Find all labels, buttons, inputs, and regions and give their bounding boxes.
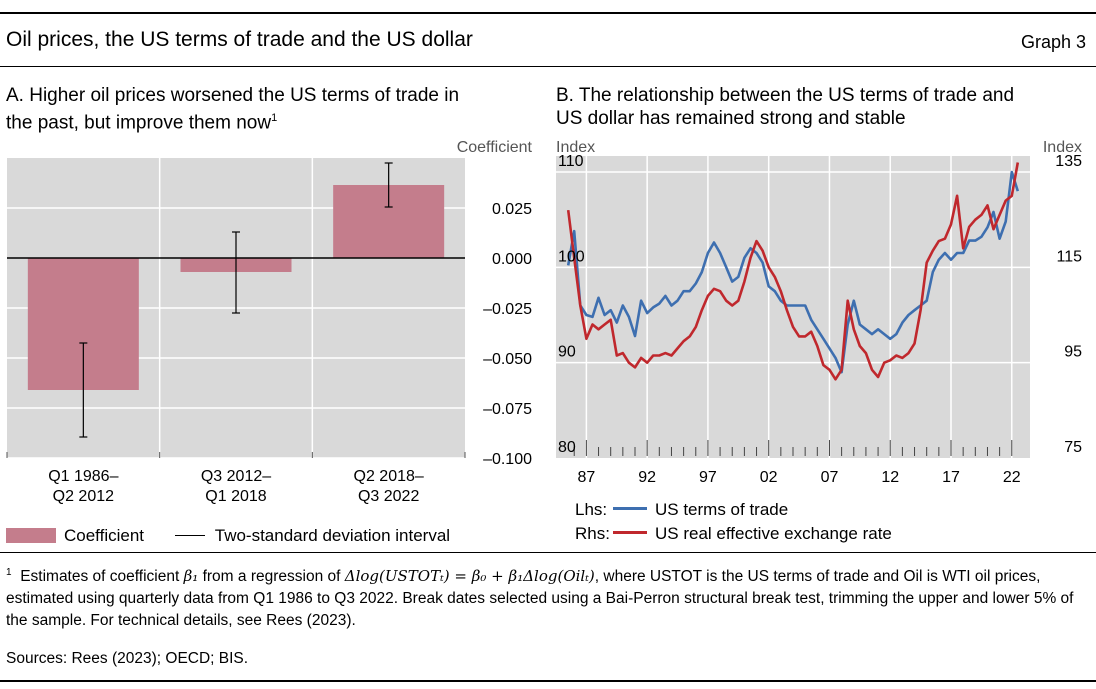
y-left-tick-label: 90 [558,344,576,361]
y-tick-label: 0.025 [492,201,532,218]
footnote: 1 Estimates of coefficient β₁ from a reg… [6,562,1090,632]
graph-number: Graph 3 [1020,32,1086,52]
legend-interval-swatch [174,534,205,536]
y-left-tick-label: 100 [558,248,585,265]
y-tick-label: –0.075 [483,401,532,418]
page-title: Oil prices, the US terms of trade and th… [6,28,473,51]
panel-a-title-footnote-marker: 1 [271,112,278,124]
legend-interval-label: Two-standard deviation interval [214,526,451,545]
x-tick-label: 02 [760,469,778,486]
x-category-label: Q3 2012– [201,468,271,485]
legend-rhs-entry: Rhs: US real effective exchange rate [575,522,892,546]
legend-rhs-label: US real effective exchange rate [655,524,892,543]
legend-bar-swatch [6,528,56,543]
panel-a-legend: Coefficient Two-standard deviation inter… [6,526,450,546]
footnote-rule [0,552,1096,553]
legend-lhs-label: US terms of trade [655,500,789,519]
x-tick-label: 22 [1003,469,1021,486]
footnote-text-after: , where USTOT is the US terms of trade a… [6,568,1074,630]
legend-lhs-swatch [613,507,647,510]
y-right-tick-label: 95 [1064,344,1082,361]
x-tick-label: 97 [699,469,717,486]
footnote-text-mid: from a regression of [198,568,345,586]
legend-lhs-prefix: Lhs: [575,500,608,519]
panel-a-bar-chart: 0.025 0.000 –0.025 –0.050 –0.075 –0.100 Coeffi… [6,139,533,505]
x-tick-label: 17 [942,469,960,486]
panel-a-title: A. Higher oil prices worsened the US ter… [6,84,459,134]
bottom-rule [0,680,1096,682]
x-tick-label: 12 [881,469,899,486]
y-axis-unit-label: Coefficient [457,139,533,156]
x-tick-label: 07 [821,469,839,486]
panel-a-title-line1: A. Higher oil prices worsened the US ter… [6,85,460,106]
legend-rhs-prefix: Rhs: [575,524,610,543]
x-tick-label: 92 [638,469,656,486]
y-right-tick-label: 135 [1055,153,1082,170]
legend-bar-label: Coefficient [64,526,145,545]
x-category-label: Q1 1986– [48,468,118,485]
legend-lhs-entry: Lhs: US terms of trade [575,498,892,522]
y-tick-label: –0.025 [483,301,532,318]
header-rule [0,66,1096,67]
y-right-tick-label: 75 [1064,439,1082,456]
footnote-text-before: Estimates of coefficient [20,568,184,586]
y-tick-label: –0.100 [483,451,532,468]
series-line-us-terms-of-trade [566,170,1020,374]
footnote-marker: 1 [6,567,12,578]
footnote-beta1: β₁ [183,567,199,586]
top-rule [0,12,1096,14]
footnote-equation: Δlog(USTOTₜ) = β₀ + β₁Δlog(Oilₜ) [344,567,595,586]
panel-a-title-line2: the past, but improve them now [6,112,272,134]
y-left-unit-label: Index [556,139,595,156]
y-left-tick-label: 110 [558,153,584,170]
x-category-label: Q2 2012 [53,488,114,505]
y-right-unit-label: Index [1043,139,1082,156]
y-right-tick-label: 115 [1056,248,1082,265]
x-category-label: Q2 2018– [354,468,424,485]
x-tick-label: 87 [577,469,595,486]
sources-note: Sources: Rees (2023); OECD; BIS. [6,650,249,667]
panel-b-legend: Lhs: US terms of trade Rhs: US real effect… [575,498,892,546]
x-category-label: Q3 2022 [358,488,419,505]
y-left-tick-label: 80 [558,439,576,456]
x-category-label: Q1 2018 [205,488,266,505]
y-tick-label: 0.000 [492,251,532,268]
y-tick-label: –0.050 [483,351,532,368]
panel-b-title: B. The relationship between the US terms… [556,84,1014,130]
series-line-us-reer [566,162,1020,381]
panel-b-title-line2: US dollar has remained strong and stable [556,108,906,129]
panel-b-title-line1: B. The relationship between the US terms… [556,85,1015,106]
legend-rhs-swatch [613,531,647,534]
